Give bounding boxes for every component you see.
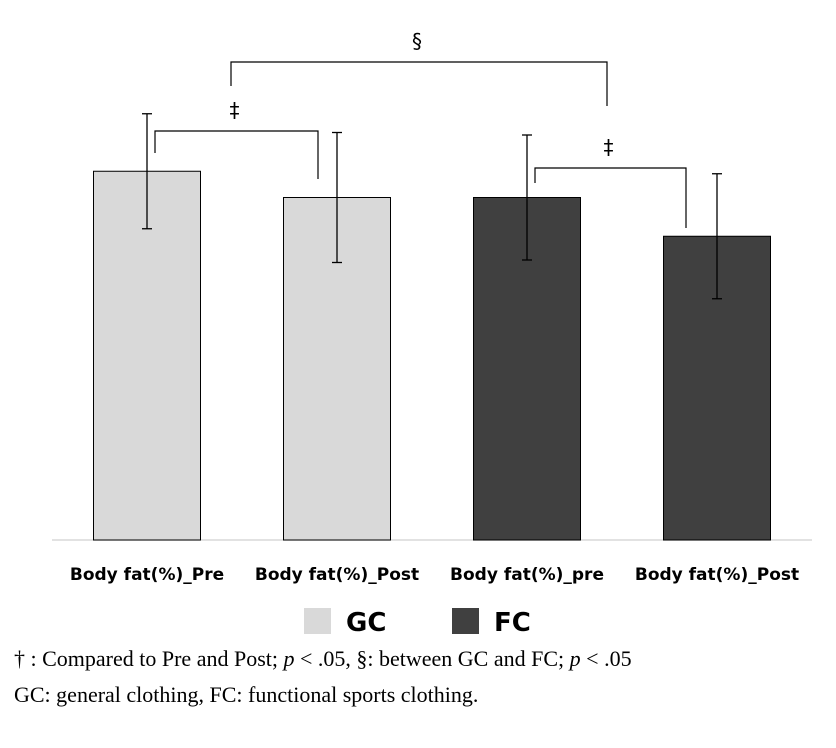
- legend-swatch-gc: [304, 608, 331, 634]
- bar-chart: ‡‡§ Body fat(%)_Pre Body fat(%)_Post Body …: [52, 29, 812, 638]
- error-bar-3: [522, 134, 532, 261]
- tick-label-3: Body fat(%)_pre: [450, 565, 604, 585]
- significance-mark-1: ‡: [230, 98, 240, 122]
- dagger-symbol: †: [14, 646, 25, 671]
- legend-item-gc: GC: [304, 608, 386, 638]
- p-symbol-2: p: [569, 646, 581, 671]
- bar-1: [93, 170, 201, 541]
- error-bar-2: [332, 131, 342, 264]
- legend: GC FC: [304, 608, 531, 638]
- legend-label-gc: GC: [346, 608, 386, 638]
- bars-layer: [93, 170, 771, 541]
- footnote-text-1: : Compared to Pre and Post;: [25, 646, 284, 671]
- legend-item-fc: FC: [452, 608, 531, 638]
- significance-mark-2: ‡: [604, 135, 614, 159]
- tick-labels-layer: Body fat(%)_Pre Body fat(%)_Post Body fat(…: [70, 565, 799, 585]
- error-bar-1: [142, 113, 152, 230]
- significance-mark-3: §: [412, 29, 422, 53]
- significance-bracket-1: ‡: [154, 98, 319, 179]
- footnote-text-3: < .05: [580, 646, 632, 671]
- legend-swatch-fc: [452, 608, 479, 634]
- significance-bracket-2: ‡: [534, 135, 687, 228]
- error-bar-4: [712, 173, 722, 300]
- p-symbol-1: p: [283, 646, 295, 671]
- significance-layer: ‡ ‡ §: [154, 29, 687, 228]
- footnote-abbreviations: GC: general clothing, FC: functional spo…: [14, 682, 479, 707]
- error-bars-layer: [142, 113, 722, 300]
- footnote-significance: † : Compared to Pre and Post; p < .05, §…: [14, 646, 632, 672]
- tick-label-1: Body fat(%)_Pre: [70, 565, 224, 585]
- footnote-text-2: < .05, §: between GC and FC;: [294, 646, 570, 671]
- tick-label-4: Body fat(%)_Post: [635, 565, 799, 585]
- legend-label-fc: FC: [494, 608, 531, 638]
- tick-label-2: Body fat(%)_Post: [255, 565, 419, 585]
- significance-bracket-3: §: [230, 29, 608, 106]
